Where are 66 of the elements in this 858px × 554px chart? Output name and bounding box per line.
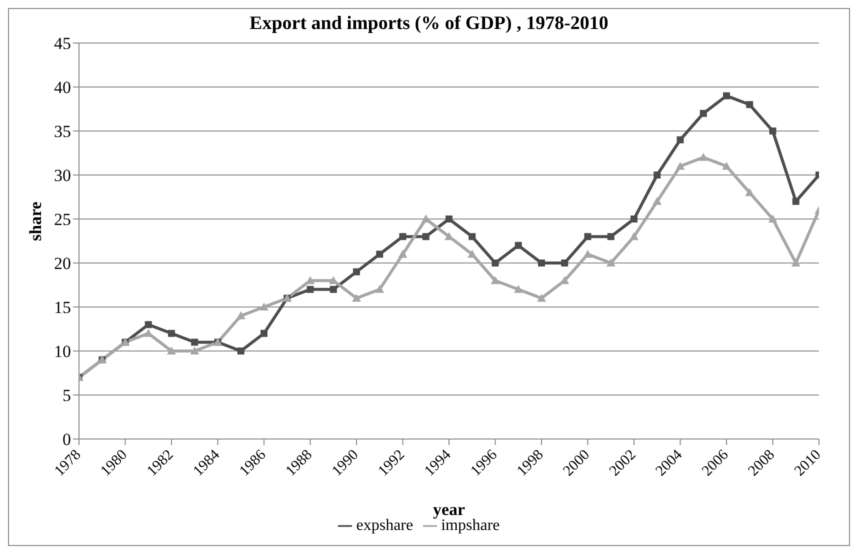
point	[769, 128, 776, 134]
point	[630, 216, 638, 222]
y-tick-label: 30	[54, 166, 71, 186]
point	[422, 233, 430, 240]
point	[698, 152, 708, 161]
y-tick-label: 40	[54, 78, 71, 98]
point	[190, 346, 200, 354]
point	[168, 330, 175, 337]
point	[606, 258, 616, 266]
point	[376, 250, 384, 258]
point	[676, 162, 685, 170]
point	[352, 294, 361, 302]
chart-title: Export and imports (% of GDP) , 1978-2010	[248, 13, 610, 35]
point	[468, 250, 477, 258]
y-tick-label: 35	[54, 122, 71, 142]
point	[191, 338, 198, 346]
point	[676, 136, 684, 144]
point	[236, 311, 246, 320]
point	[260, 330, 268, 337]
x-axis-title: year	[432, 500, 466, 519]
legend-label: expshare	[356, 517, 414, 534]
point	[468, 233, 476, 240]
point	[792, 198, 800, 205]
x-tick-label: 1988	[282, 446, 316, 480]
point	[490, 276, 500, 284]
legend-label: impshare	[441, 517, 500, 534]
y-tick-label: 25	[54, 210, 71, 230]
y-tick-label: 0	[62, 430, 71, 450]
y-tick-label: 5	[62, 386, 71, 406]
point	[654, 172, 661, 178]
point	[514, 284, 523, 293]
point	[514, 242, 522, 249]
point	[746, 101, 754, 108]
point	[237, 348, 244, 354]
point	[538, 260, 545, 266]
point	[630, 232, 638, 240]
y-axis-title: share	[26, 201, 46, 241]
x-tick-label: 1980	[98, 446, 131, 480]
point	[652, 196, 662, 205]
point	[375, 284, 384, 293]
point	[700, 110, 707, 117]
y-tick-label: 10	[54, 342, 71, 362]
point	[353, 268, 360, 276]
point	[607, 233, 614, 240]
point	[745, 188, 754, 196]
point	[399, 233, 406, 240]
y-tick-label: 45	[54, 34, 71, 54]
point	[306, 286, 314, 293]
point	[492, 260, 499, 266]
y-tick-label: 15	[54, 298, 71, 318]
point	[330, 286, 337, 293]
point	[446, 216, 452, 222]
point	[768, 214, 778, 222]
point	[144, 321, 152, 328]
point	[791, 258, 800, 266]
point	[584, 233, 592, 240]
point	[260, 302, 268, 310]
point	[561, 260, 568, 266]
point	[537, 294, 546, 302]
x-tick-label: 1992	[375, 446, 408, 480]
point	[167, 346, 176, 354]
point	[723, 92, 730, 100]
point	[722, 162, 731, 170]
y-tick-label: 20	[54, 254, 71, 274]
point	[398, 250, 408, 258]
point	[583, 250, 592, 258]
